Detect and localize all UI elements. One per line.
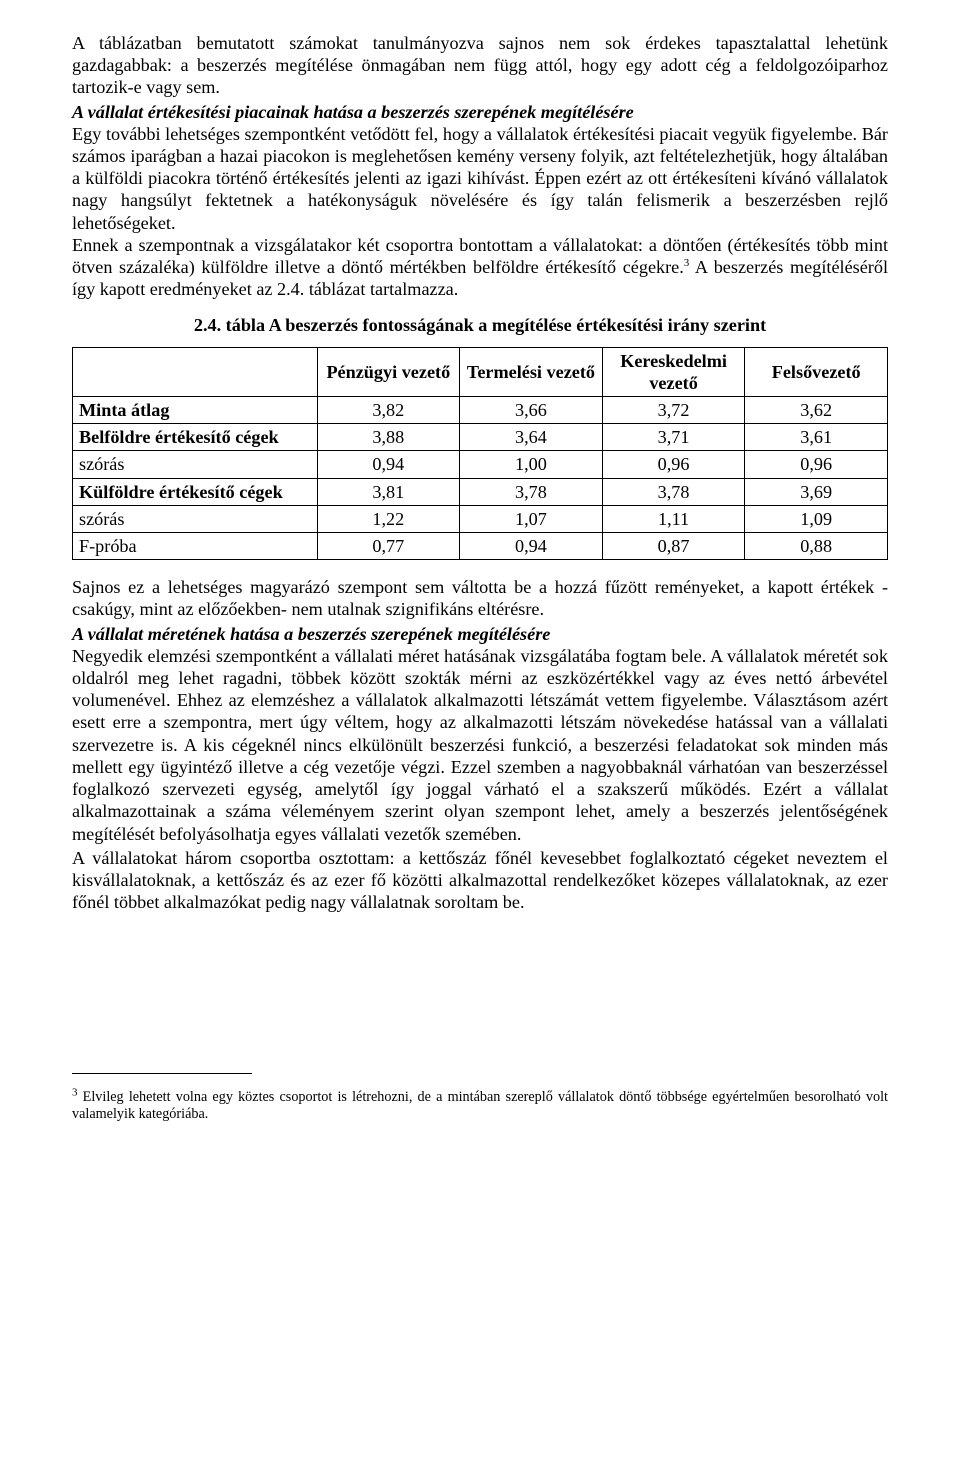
paragraph-2a-text: Egy további lehetséges szempontként vető… [72,124,888,233]
subheading-company-size: A vállalat méretének hatása a beszerzés … [72,624,550,644]
cell: 3,71 [602,424,745,451]
cell: 1,00 [460,451,603,478]
table-row: szórás 0,94 1,00 0,96 0,96 [73,451,888,478]
subheading-sales-markets: A vállalat értékesítési piacainak hatása… [72,102,634,122]
paragraph-block-2: A vállalat értékesítési piacainak hatása… [72,101,888,301]
paragraph-after-table: Sajnos ez a lehetséges magyarázó szempon… [72,576,888,620]
cell: 3,81 [317,478,460,505]
paragraph-intro: A táblázatban bemutatott számokat tanulm… [72,32,888,99]
cell: 3,69 [745,478,888,505]
table-title: 2.4. tábla A beszerzés fontosságának a m… [72,314,888,336]
cell: 3,88 [317,424,460,451]
cell: 1,22 [317,505,460,532]
footnote-separator [72,1073,252,1074]
cell: 0,96 [745,451,888,478]
col-header: Pénzügyi vezető [317,347,460,396]
table-row: Minta átlag 3,82 3,66 3,72 3,62 [73,397,888,424]
footnote-body: Elvileg lehetett volna egy köztes csopor… [72,1089,888,1123]
cell: 3,78 [460,478,603,505]
cell: 3,78 [602,478,745,505]
paragraph-5: A vállalatokat három csoportba osztottam… [72,847,888,914]
cell: 3,64 [460,424,603,451]
row-label: Külföldre értékesítő cégek [73,478,318,505]
table-corner-cell [73,347,318,396]
cell: 0,87 [602,533,745,560]
cell: 0,77 [317,533,460,560]
cell: 1,09 [745,505,888,532]
cell: 0,88 [745,533,888,560]
row-label: Belföldre értékesítő cégek [73,424,318,451]
col-header: Kereskedelmi vezető [602,347,745,396]
cell: 3,82 [317,397,460,424]
col-header: Felsővezető [745,347,888,396]
row-label: szórás [73,505,318,532]
page: A táblázatban bemutatott számokat tanulm… [0,0,960,1468]
cell: 3,72 [602,397,745,424]
table-row: F-próba 0,77 0,94 0,87 0,88 [73,533,888,560]
cell: 0,94 [317,451,460,478]
footnote-text: 3 Elvileg lehetett volna egy köztes csop… [72,1089,888,1125]
col-header: Termelési vezető [460,347,603,396]
cell: 3,66 [460,397,603,424]
table-row: Külföldre értékesítő cégek 3,81 3,78 3,7… [73,478,888,505]
cell: 1,07 [460,505,603,532]
cell: 3,62 [745,397,888,424]
table-row: Belföldre értékesítő cégek 3,88 3,64 3,7… [73,424,888,451]
paragraph-block-4: A vállalat méretének hatása a beszerzés … [72,623,888,845]
table-head: Pénzügyi vezető Termelési vezető Kereske… [73,347,888,396]
paragraph-4-text: Negyedik elemzési szempontként a vállala… [72,646,888,844]
cell: 0,94 [460,533,603,560]
table-header-row: Pénzügyi vezető Termelési vezető Kereske… [73,347,888,396]
cell: 0,96 [602,451,745,478]
table-body: Minta átlag 3,82 3,66 3,72 3,62 Belföldr… [73,397,888,560]
row-label: Minta átlag [73,397,318,424]
cell: 1,11 [602,505,745,532]
data-table: Pénzügyi vezető Termelési vezető Kereske… [72,347,888,561]
cell: 3,61 [745,424,888,451]
table-row: szórás 1,22 1,07 1,11 1,09 [73,505,888,532]
row-label: F-próba [73,533,318,560]
row-label: szórás [73,451,318,478]
